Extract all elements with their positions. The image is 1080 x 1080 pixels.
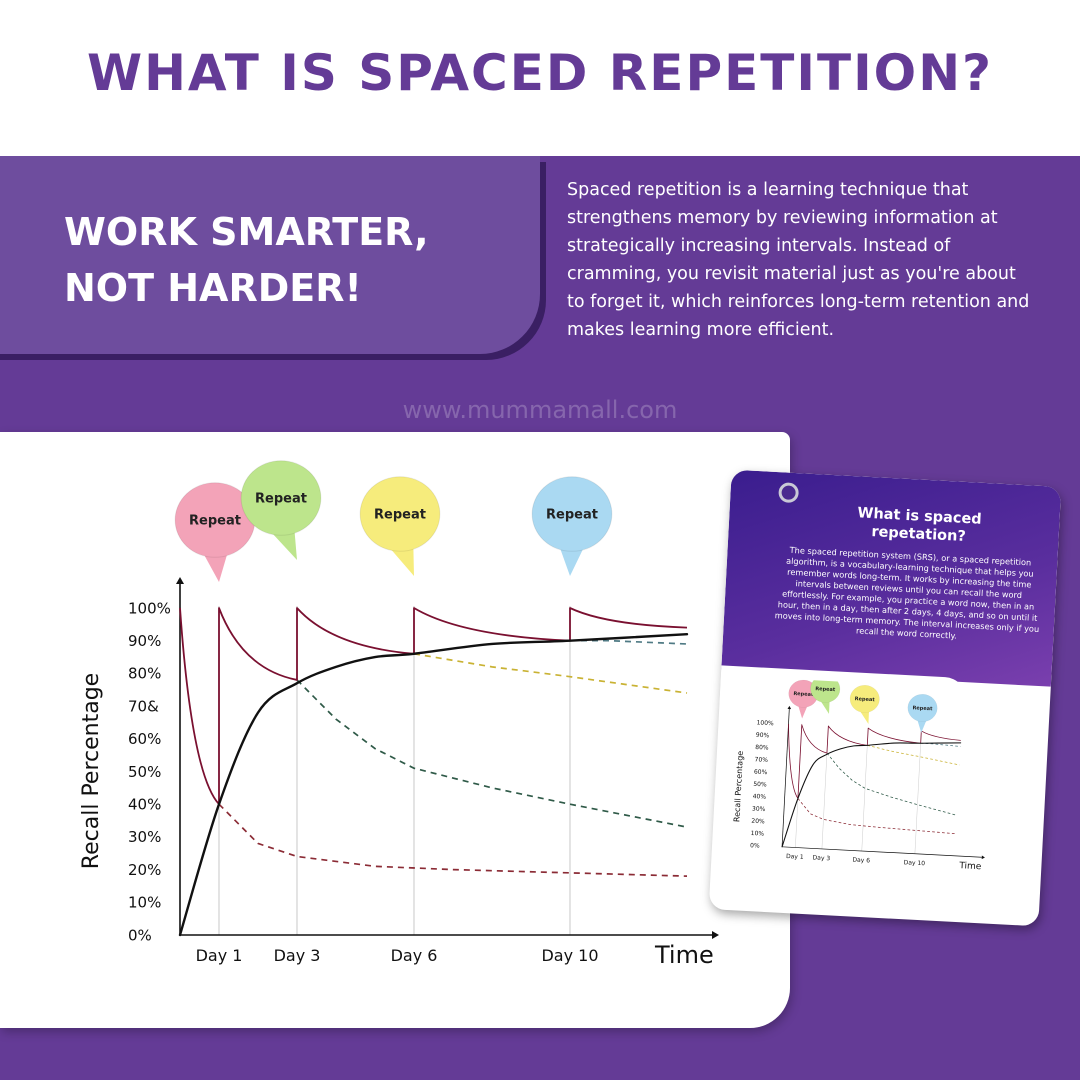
- big-y-axis-label: Recall Percentage: [79, 673, 104, 869]
- big-y-tick-label: 100%: [128, 599, 171, 617]
- mini-day-guide-line: [861, 727, 869, 851]
- product-card-text: The spaced repetition system (SRS), or a…: [774, 544, 1040, 641]
- mini-repeat-label: Repeat: [815, 686, 836, 693]
- mini-y-tick-label: 10%: [751, 830, 765, 838]
- mini-y-tick-label: 30%: [752, 805, 766, 813]
- big-y-tick-label: 10%: [128, 894, 161, 912]
- mini-day-label: Day 1: [786, 853, 804, 861]
- mini-forgetting-curve: [826, 752, 957, 816]
- mini-y-tick-label: 90%: [756, 732, 770, 740]
- big-y-tick-label: 30%: [128, 828, 161, 846]
- mini-y-axis-label: Recall Percentage: [732, 750, 745, 822]
- big-y-tick-label: 70&: [128, 697, 159, 715]
- mini-repeat-bubble-tail: [819, 699, 830, 714]
- mini-repeat-label: Repeat: [793, 691, 814, 698]
- mini-day-label: Day 3: [812, 854, 830, 862]
- mini-x-axis-line: [782, 846, 982, 858]
- big-repeat-bubble-tail: [558, 544, 586, 576]
- big-y-tick-label: 50%: [128, 763, 161, 781]
- big-y-axis-arrow: [176, 577, 184, 584]
- mini-repeat-label: Repeat: [912, 705, 933, 712]
- big-repeat-label: Repeat: [374, 508, 426, 523]
- chart-card: 0% 10% 20% 30% 40% 50% 60% 70& 80% 90% 100% Day 1 Da…: [0, 432, 790, 1028]
- mini-forgetting-curve: [920, 742, 961, 747]
- big-repeat-bubble: [240, 460, 322, 536]
- watermark: www.mummamall.com: [402, 396, 678, 424]
- description-text: Spaced repetition is a learning techniqu…: [567, 180, 1030, 340]
- big-forgetting-curve: [296, 679, 688, 828]
- mini-day-guide-line: [914, 730, 922, 854]
- mini-y-tick-label: 40%: [752, 793, 766, 801]
- mini-x-axis-arrow: [981, 855, 985, 860]
- big-repeat-label: Repeat: [189, 514, 241, 529]
- big-forgetting-curve: [413, 652, 688, 694]
- mini-y-axis-line: [781, 708, 790, 847]
- mini-y-tick-label: 0%: [750, 842, 760, 850]
- big-repeat-label: Repeat: [546, 508, 598, 523]
- mini-repeat-bubble: [849, 684, 880, 713]
- big-y-tick-label: 60%: [128, 730, 161, 748]
- mini-repeat-bubble-tail: [917, 718, 927, 733]
- big-day-label: Day 3: [274, 946, 321, 965]
- big-y-tick-label: 40%: [128, 795, 161, 813]
- big-day-label: Day 1: [196, 946, 243, 965]
- slogan-line-1: WORK SMARTER,: [64, 210, 429, 254]
- big-x-axis-label: Time: [654, 941, 714, 969]
- big-day-label: Day 6: [391, 946, 438, 965]
- big-repeat-bubble-tail: [201, 550, 229, 582]
- big-review-curve: [179, 607, 688, 806]
- mini-y-tick-label: 100%: [756, 719, 774, 727]
- header-band: [0, 0, 1080, 156]
- big-y-tick-label: 0%: [128, 926, 152, 944]
- mini-y-tick-label: 50%: [753, 781, 767, 789]
- product-card: What is spaced repetation? The spaced re…: [708, 469, 1062, 927]
- big-y-tick-label: 90%: [128, 632, 161, 650]
- page-title: WHAT IS SPACED REPETITION?: [86, 44, 994, 102]
- mini-repeat-bubble: [810, 675, 841, 703]
- big-day-label: Day 10: [541, 946, 598, 965]
- mini-forgetting-curve: [867, 744, 960, 766]
- mini-forgetting-curve: [797, 798, 956, 835]
- mini-y-tick-label: 70%: [754, 756, 768, 764]
- mini-y-tick-label: 20%: [751, 818, 765, 826]
- mini-repeat-bubble-tail: [859, 709, 870, 724]
- mini-y-tick-label: 80%: [755, 744, 769, 752]
- mini-day-label: Day 6: [852, 857, 870, 865]
- mini-retention-curve: [781, 742, 962, 848]
- big-repeat-bubble-tail: [267, 528, 297, 560]
- big-repeat-label: Repeat: [255, 492, 307, 507]
- big-y-tick-label: 20%: [128, 861, 161, 879]
- big-repeat-bubble: [359, 476, 441, 552]
- big-x-axis-arrow: [712, 931, 719, 939]
- mini-repeat-label: Repeat: [855, 696, 876, 703]
- mini-review-curve: [788, 723, 961, 799]
- big-retention-curve: [178, 632, 689, 937]
- mini-y-tick-label: 60%: [754, 769, 768, 777]
- big-y-tick-label: 80%: [128, 665, 161, 683]
- big-forgetting-curve: [218, 803, 688, 877]
- mini-repeat-bubble-tail: [797, 704, 808, 719]
- big-repeat-bubble: [531, 476, 613, 552]
- mini-recall-chart: 0% 10% 20% 30% 40% 50% 60% 70% 80% 90% 100% Day 1 Da…: [732, 675, 985, 872]
- slogan-line-2: NOT HARDER!: [64, 266, 362, 310]
- big-forgetting-curve: [570, 639, 688, 645]
- mini-x-axis-label: Time: [958, 861, 982, 872]
- mini-y-axis-arrow: [787, 705, 792, 710]
- slogan-panel: [0, 156, 540, 354]
- mini-day-label: Day 10: [904, 859, 926, 867]
- slogan: WORK SMARTER, NOT HARDER!: [64, 204, 504, 316]
- recall-chart: 0% 10% 20% 30% 40% 50% 60% 70&80% 90% 100% Day 1 Da…: [79, 460, 719, 969]
- mini-repeat-bubble: [907, 694, 938, 722]
